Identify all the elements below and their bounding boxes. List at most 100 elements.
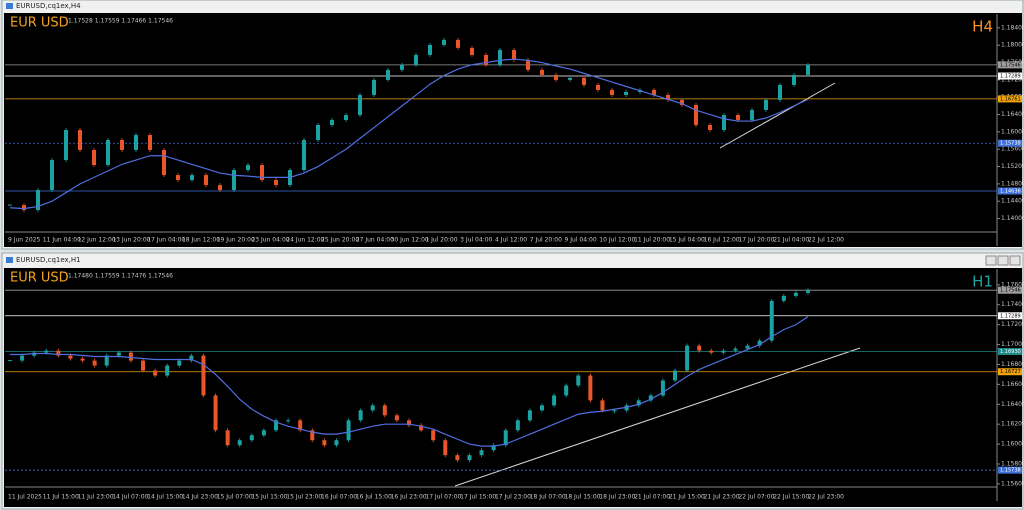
y-tick-label: 1.16800 [1001,361,1024,368]
y-tick-label: 1.15800 [1001,461,1024,468]
price-label-box [998,312,1022,320]
candle [442,39,446,45]
x-tick-label: 16 Jul 12:00 [704,237,740,244]
candle [588,375,593,401]
candle [120,139,124,151]
candle [334,440,339,446]
trend-line [454,347,861,487]
candle [232,170,236,191]
x-tick-label: 14 Jul 15:00 [147,494,183,501]
x-tick-label: 15 Jul 15:00 [251,494,287,501]
candle [286,420,291,422]
x-tick-label: 1 Jul 20:00 [425,237,457,244]
x-tick-label: 21 Jul 04:00 [773,237,809,244]
candle [552,395,557,406]
candle [596,84,600,90]
price-label-box [998,187,1022,195]
window-icon [6,257,13,263]
candle [310,430,315,441]
candle [213,395,218,431]
x-tick-label: 24 Jun 12:00 [286,237,324,244]
price-label-box [998,61,1022,69]
y-tick-label: 1.15600 [1001,480,1024,487]
candle [709,350,714,353]
candle [648,395,653,401]
x-tick-label: 22 Jul 23:00 [808,494,844,501]
candle [8,360,12,362]
candle [612,410,617,412]
candle [467,455,472,461]
close-button[interactable] [1009,255,1021,266]
candle [624,91,628,95]
candle [249,435,254,441]
x-tick-label: 21 Jul 23:00 [704,494,740,501]
y-tick-label: 1.17400 [1001,301,1024,308]
y-tick-label: 1.16600 [1001,381,1024,388]
candle [153,370,158,376]
candle [708,124,712,130]
x-tick-label: 23 Jun 04:00 [251,237,289,244]
candle [80,358,85,361]
x-tick-label: 11 Jul 2025 [8,494,42,501]
candle [358,410,363,421]
candle [344,114,348,120]
price-label: 1.15738 [1000,468,1021,474]
candle [56,350,61,356]
x-tick-label: 21 Jul 07:00 [634,494,670,501]
price-label: 1.15738 [1000,141,1021,147]
candle [491,445,496,451]
price-label-box [998,286,1022,294]
y-tick-label: 1.14800 [1001,180,1024,187]
price-label: 1.17546 [1000,62,1021,68]
candle [400,64,404,70]
x-tick-label: 11 Jul 23:00 [78,494,114,501]
candle [736,114,740,120]
candle [218,185,222,191]
x-tick-label: 16 Jul 23:00 [391,494,427,501]
candle [316,124,320,140]
candle [769,300,774,341]
candle [274,180,278,186]
candle [386,69,390,80]
symbol-label: EUR USD [10,16,69,31]
maximize-button[interactable] [997,255,1009,266]
candle [582,77,586,85]
price-label: 1.16761 [1000,96,1021,102]
chart-bg [4,13,1022,247]
price-label: 1.17546 [1000,288,1021,294]
candle [431,430,436,441]
window-buttons[interactable] [985,255,1021,266]
x-tick-label: 22 Jul 15:00 [773,494,809,501]
minimize-button[interactable] [985,255,997,266]
candle [394,415,399,421]
candle [322,440,327,446]
x-tick-label: 14 Jul 07:00 [112,494,148,501]
x-tick-label: 22 Jul 07:00 [738,494,774,501]
candle [685,345,690,371]
candle [260,165,264,181]
candle [104,355,109,366]
candle [330,119,334,125]
price-label-box [998,139,1022,147]
candle [382,405,387,416]
candle [50,160,54,191]
candle [106,139,110,166]
candle [358,94,362,115]
candle [20,355,25,361]
y-tick-label: 1.15200 [1001,163,1024,170]
price-label-box [998,95,1022,103]
candle [673,370,677,381]
x-tick-label: 18 Jul 15:00 [565,494,601,501]
window-icon [6,3,13,9]
x-tick-label: 27 Jun 04:00 [356,237,394,244]
x-tick-label: 7 Jul 20:00 [530,237,562,244]
x-tick-label: 11 Jun 04:00 [43,237,81,244]
candle [141,360,145,371]
y-tick-label: 1.16400 [1001,401,1024,408]
candle [757,340,762,346]
y-tick-label: 1.18400 [1001,24,1024,31]
x-tick-label: 9 Jun 2025 [8,237,40,244]
x-tick-label: 22 Jul 12:00 [808,237,844,244]
y-tick-label: 1.17000 [1001,341,1024,348]
